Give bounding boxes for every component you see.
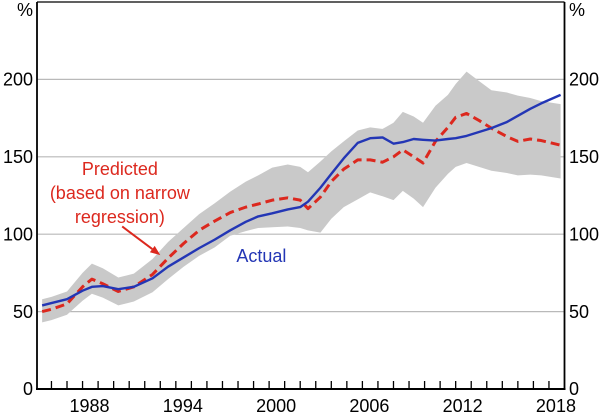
svg-text:50: 50 [569,302,589,322]
svg-text:2000: 2000 [256,396,296,416]
svg-text:1988: 1988 [70,396,110,416]
axis-labels: 0 0 50 50 100 100 150 150 200 200% % 1988 1994 2000 20… [3,0,599,416]
svg-text:2018: 2018 [536,396,576,416]
svg-text:1994: 1994 [163,396,203,416]
predicted-label-line1: Predicted [81,159,158,180]
svg-text:0: 0 [569,379,579,399]
actual-line [41,93,562,307]
x-axis-ticks [50,381,550,388]
svg-text:2012: 2012 [443,396,483,416]
svg-text:200: 200 [569,70,599,90]
percent-label-left: % [17,0,33,20]
plot-border [36,1,566,390]
percent-label-right: % [569,0,585,20]
svg-text:2006: 2006 [349,396,389,416]
svg-text:100: 100 [569,224,599,244]
svg-text:200: 200 [3,70,33,90]
prediction-interval-band [42,71,561,323]
svg-text:150: 150 [569,147,599,167]
svg-text:150: 150 [3,147,33,167]
predicted-line-label: Predicted (based on narrow regression) [50,157,190,229]
svg-text:0: 0 [23,379,33,399]
actual-line-label: Actual [236,245,287,266]
predicted-arrow [121,225,161,256]
svg-text:50: 50 [13,302,33,322]
svg-text:100: 100 [3,224,33,244]
predicted-label-line3: regression) [74,207,165,228]
predicted-label-line2: (based on narrow [49,183,190,204]
